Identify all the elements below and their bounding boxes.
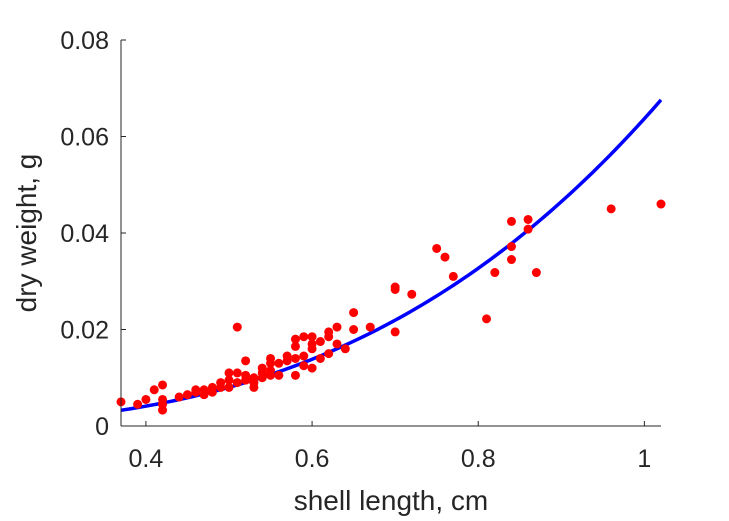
y-tick-label: 0 — [95, 413, 109, 441]
data-point — [224, 375, 234, 385]
data-point — [307, 339, 317, 349]
data-point — [523, 224, 533, 234]
data-point — [216, 378, 226, 388]
data-point — [191, 385, 201, 395]
data-point — [158, 405, 168, 415]
data-point — [506, 255, 516, 265]
data-point — [141, 394, 151, 404]
data-point — [299, 332, 309, 342]
data-point — [232, 322, 242, 332]
data-point — [332, 339, 342, 349]
data-point — [606, 204, 616, 214]
x-axis-label: shell length, cm — [294, 485, 489, 516]
data-point — [224, 368, 234, 378]
data-point — [290, 341, 300, 351]
data-point — [274, 358, 284, 368]
y-tick-label: 0.04 — [60, 220, 109, 248]
data-point — [266, 353, 276, 363]
x-tick-label: 0.4 — [129, 445, 164, 473]
data-point — [656, 199, 666, 209]
data-points-layer — [116, 199, 666, 415]
data-point — [307, 332, 317, 342]
data-point — [349, 325, 359, 334]
y-ticks: 0 0.02 0.04 0.06 0.08 — [60, 27, 126, 441]
data-point — [282, 351, 292, 361]
x-tick-label: 0.8 — [461, 445, 496, 473]
data-point — [199, 385, 209, 395]
data-point — [324, 327, 334, 337]
y-tick-label: 0.08 — [60, 27, 109, 55]
data-point — [133, 399, 143, 409]
data-point — [407, 289, 417, 299]
data-point — [149, 385, 159, 395]
data-point — [266, 366, 276, 376]
data-point — [299, 361, 309, 371]
y-axis-label: dry weight, g — [11, 154, 42, 313]
data-point — [390, 327, 400, 337]
data-point — [174, 392, 184, 402]
data-point — [224, 382, 234, 392]
data-point — [232, 378, 242, 388]
data-point — [290, 334, 300, 344]
data-point — [324, 349, 334, 359]
data-point — [315, 337, 325, 347]
data-point — [249, 373, 259, 383]
data-point — [232, 368, 242, 378]
data-point — [506, 242, 516, 252]
data-point — [299, 351, 309, 361]
data-point — [390, 282, 400, 292]
data-point — [307, 363, 317, 373]
data-point — [158, 380, 168, 390]
x-ticks: 0.4 0.6 0.8 1 — [129, 421, 651, 473]
data-point — [207, 387, 217, 397]
data-point — [448, 271, 458, 281]
data-point — [290, 353, 300, 363]
data-point — [182, 390, 192, 400]
y-tick-label: 0.02 — [60, 317, 109, 345]
data-point — [349, 308, 359, 318]
data-point — [531, 268, 541, 278]
data-point — [332, 322, 342, 332]
x-tick-label: 1 — [637, 445, 651, 473]
data-point — [241, 370, 251, 380]
data-point — [432, 243, 442, 253]
data-point — [274, 370, 284, 380]
data-point — [365, 322, 375, 332]
data-point — [440, 252, 450, 262]
data-point — [340, 344, 350, 354]
data-point — [482, 314, 492, 324]
data-point — [506, 216, 516, 226]
data-point — [257, 363, 267, 373]
data-point — [490, 268, 500, 278]
x-tick-label: 0.6 — [295, 445, 330, 473]
data-point — [290, 370, 300, 380]
y-tick-label: 0.06 — [60, 124, 109, 152]
data-point — [241, 356, 251, 366]
data-point — [315, 353, 325, 363]
data-point — [523, 214, 533, 224]
